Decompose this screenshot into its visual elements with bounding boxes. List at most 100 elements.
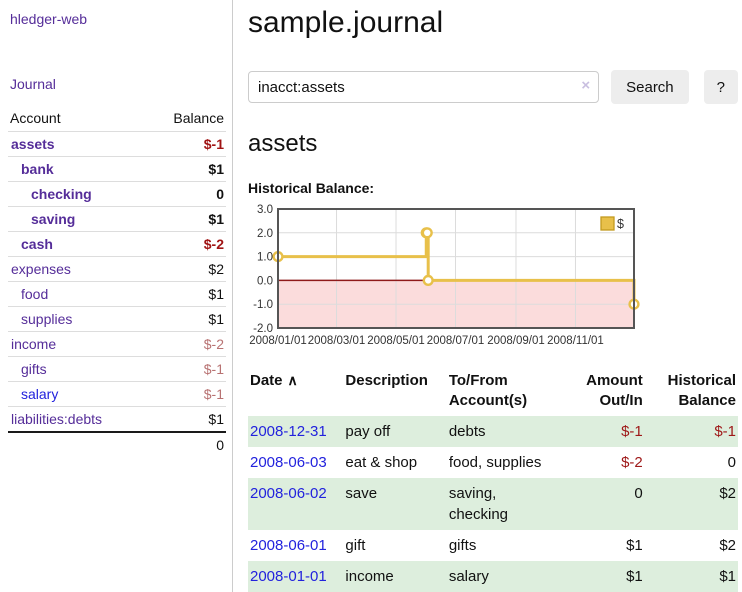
svg-text:2008/11/01: 2008/11/01 xyxy=(547,335,604,347)
account-row: gifts $-1 xyxy=(8,356,226,382)
account-link-gifts[interactable]: gifts xyxy=(21,361,47,377)
register-header-balance: Historical Balance xyxy=(667,372,736,410)
register-table: Date ∧ Description To/From Account(s) Amo… xyxy=(248,367,738,592)
transaction-amount: $1 xyxy=(626,536,643,554)
svg-text:0.0: 0.0 xyxy=(257,275,273,287)
transaction-balance: $-1 xyxy=(714,422,736,440)
account-link-income[interactable]: income xyxy=(11,336,57,352)
sidebar: hledger-web Journal Account Balance asse… xyxy=(0,0,233,592)
account-link-saving[interactable]: saving xyxy=(31,211,76,227)
transaction-date-link[interactable]: 2008-06-03 xyxy=(250,453,327,471)
account-link-supplies[interactable]: supplies xyxy=(21,311,73,327)
transaction-amount: $-2 xyxy=(621,453,643,471)
transaction-amount: $-1 xyxy=(621,422,643,440)
account-row: saving $1 xyxy=(8,206,226,232)
svg-text:2008/07/01: 2008/07/01 xyxy=(427,335,485,347)
account-row: expenses $2 xyxy=(8,256,226,282)
transaction-accounts: gifts xyxy=(448,536,477,554)
account-link-assets[interactable]: assets xyxy=(11,136,55,152)
svg-text:3.0: 3.0 xyxy=(257,204,273,216)
account-link-cash[interactable]: cash xyxy=(21,236,53,252)
transaction-description: eat & shop xyxy=(345,453,418,471)
transaction-balance: $2 xyxy=(719,536,736,554)
transaction-accounts: saving, checking xyxy=(448,484,509,523)
register-header-amount: Amount Out/In xyxy=(586,372,643,410)
account-balance: 0 xyxy=(147,181,226,207)
account-row: assets $-1 xyxy=(8,131,226,157)
account-balance: $-1 xyxy=(147,381,226,407)
account-link-expenses[interactable]: expenses xyxy=(11,261,71,277)
transaction-date-link[interactable]: 2008-06-01 xyxy=(250,536,327,554)
brand-link[interactable]: hledger-web xyxy=(10,11,88,27)
transaction-date-link[interactable]: 2008-06-02 xyxy=(250,484,327,502)
svg-text:1.0: 1.0 xyxy=(257,252,273,264)
accounts-header-balance: Balance xyxy=(173,110,224,126)
svg-text:2008/09/01: 2008/09/01 xyxy=(487,335,545,347)
account-row: liabilities:debts $1 xyxy=(8,406,226,432)
sidebar-item-journal[interactable]: Journal xyxy=(10,76,56,92)
transaction-balance: $2 xyxy=(719,484,736,502)
register-header-accounts: To/From Account(s) xyxy=(448,372,528,410)
page-title: sample.journal xyxy=(248,6,444,39)
accounts-header-account: Account xyxy=(10,110,61,126)
account-link-checking[interactable]: checking xyxy=(31,186,92,202)
transaction-description: save xyxy=(345,484,378,502)
help-button[interactable]: ? xyxy=(703,70,738,104)
chart-title: Historical Balance: xyxy=(248,180,375,196)
accounts-total-value: 0 xyxy=(147,431,226,457)
account-balance: $1 xyxy=(147,306,226,332)
search-box: × xyxy=(248,71,600,103)
table-row[interactable]: 2008-06-01 gift gifts $1 $2 xyxy=(248,530,738,561)
register-header-row: Date ∧ Description To/From Account(s) Amo… xyxy=(248,367,738,416)
account-link-salary[interactable]: salary xyxy=(21,386,59,402)
search-form: × Search ? xyxy=(248,70,738,104)
svg-text:-1.0: -1.0 xyxy=(253,299,273,311)
account-balance: $-2 xyxy=(147,231,226,257)
search-button[interactable]: Search xyxy=(611,70,689,104)
account-row: salary $-1 xyxy=(8,381,226,407)
account-link-bank[interactable]: bank xyxy=(21,161,54,177)
transaction-balance: $1 xyxy=(719,567,736,585)
transaction-accounts: debts xyxy=(448,422,486,440)
transaction-amount: 0 xyxy=(634,484,643,502)
account-row: checking 0 xyxy=(8,181,226,207)
account-link-liabilities-debts[interactable]: liabilities:debts xyxy=(11,411,103,427)
transaction-description: income xyxy=(345,567,394,585)
account-balance: $-1 xyxy=(147,131,226,157)
table-row[interactable]: 2008-01-01 income salary $1 $1 xyxy=(248,560,738,592)
svg-text:-2.0: -2.0 xyxy=(253,323,273,335)
account-balance: $1 xyxy=(147,156,226,182)
transaction-description: pay off xyxy=(345,422,391,440)
account-balance: $1 xyxy=(147,281,226,307)
register-header-date[interactable]: Date ∧ xyxy=(250,372,298,389)
transaction-date-link[interactable]: 2008-12-31 xyxy=(250,422,327,440)
main-content: sample.journal × Search ? assets Histori… xyxy=(233,0,742,592)
svg-text:2008/05/01: 2008/05/01 xyxy=(367,335,425,347)
account-balance: $2 xyxy=(147,256,226,282)
accounts-table: Account Balance assets $-1 bank $1 check… xyxy=(8,107,226,457)
transaction-amount: $1 xyxy=(626,567,643,585)
clear-search-icon[interactable]: × xyxy=(581,77,591,94)
account-link-food[interactable]: food xyxy=(21,286,49,302)
account-balance: $-1 xyxy=(147,356,226,382)
account-row: cash $-2 xyxy=(8,231,226,257)
account-row: bank $1 xyxy=(8,156,226,182)
transaction-accounts: salary xyxy=(448,567,489,585)
svg-text:2.0: 2.0 xyxy=(257,228,273,240)
transaction-date-link[interactable]: 2008-01-01 xyxy=(250,567,327,585)
account-balance: $1 xyxy=(147,406,226,432)
table-row[interactable]: 2008-12-31 pay off debts $-1 $-1 xyxy=(248,415,738,447)
accounts-header-row: Account Balance xyxy=(8,107,226,132)
register-header-description: Description xyxy=(345,372,428,389)
account-balance: $-2 xyxy=(147,331,226,357)
table-row[interactable]: 2008-06-02 save saving, checking 0 $2 xyxy=(248,477,738,530)
account-row: income $-2 xyxy=(8,331,226,357)
transaction-description: gift xyxy=(345,536,366,554)
table-row[interactable]: 2008-06-03 eat & shop food, supplies $-2… xyxy=(248,447,738,478)
account-row: food $1 xyxy=(8,281,226,307)
transaction-accounts: food, supplies xyxy=(448,453,542,471)
search-input[interactable] xyxy=(248,71,600,103)
sort-ascending-icon: ∧ xyxy=(287,372,298,388)
accounts-total-row: 0 xyxy=(8,431,226,457)
